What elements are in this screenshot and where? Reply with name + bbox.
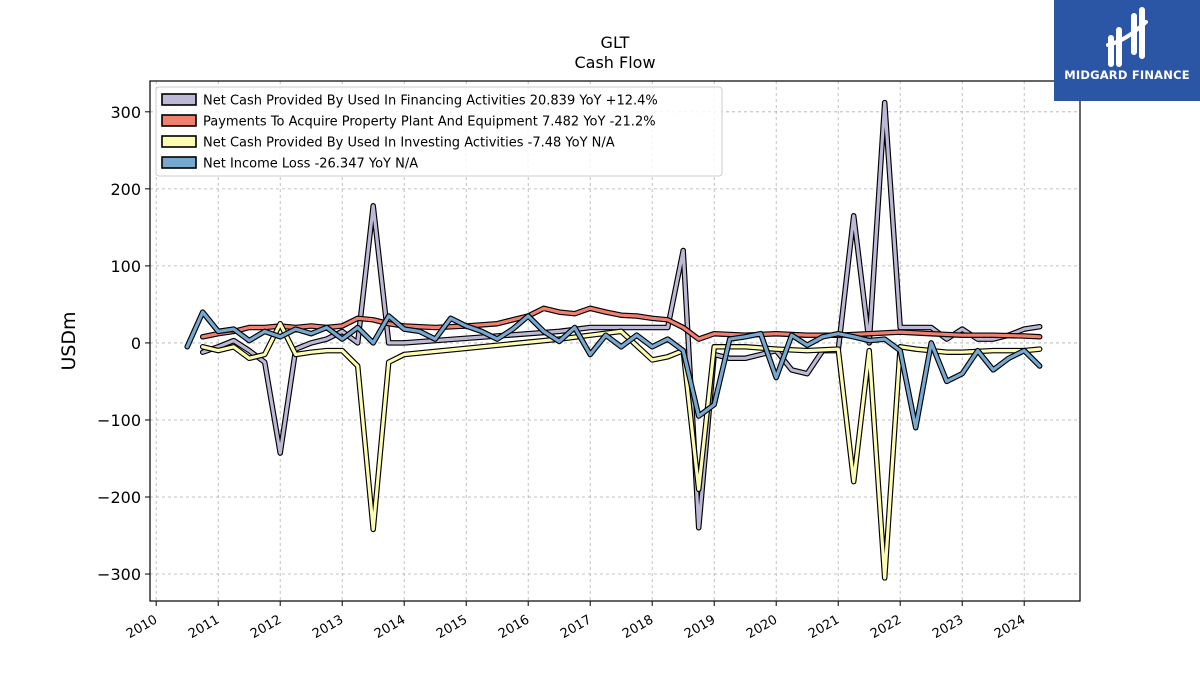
legend-label: Payments To Acquire Property Plant And E… (203, 115, 656, 130)
series-lines (184, 99, 1043, 581)
logo-mark-icon (1106, 7, 1148, 67)
y-axis: −300 −200 −100 0 100 200 300 (97, 103, 150, 584)
y-tick-label: 200 (110, 180, 141, 199)
y-tick-label: 300 (110, 103, 141, 122)
legend-box (155, 86, 723, 177)
chart-subtitle: Cash Flow (574, 53, 655, 72)
chart-title: GLT (601, 33, 630, 52)
series-line (201, 322, 1042, 580)
legend-label: Net Income Loss -26.347 YoY N/A (203, 157, 418, 172)
legend-swatch (161, 114, 197, 127)
legend-swatch (161, 93, 197, 106)
y-tick-label: 0 (131, 334, 141, 353)
legend-swatch (161, 135, 197, 148)
legend-label: Net Cash Provided By Used In Investing A… (203, 136, 615, 151)
y-axis-label: USDm (58, 311, 80, 370)
plot-frame (149, 80, 1081, 602)
legend-entries: Net Cash Provided By Used In Financing A… (161, 93, 658, 172)
y-tick-label: −200 (97, 488, 141, 507)
series-4 (184, 309, 1043, 431)
legend: Net Cash Provided By Used In Financing A… (155, 86, 723, 177)
legend-label: Net Cash Provided By Used In Financing A… (203, 94, 658, 109)
y-tick-label: −100 (97, 411, 141, 430)
series-3 (199, 320, 1043, 581)
y-tick-label: 100 (110, 257, 141, 276)
logo-text: MIDGARD FINANCE (1064, 68, 1190, 82)
y-tick-label: −300 (97, 565, 141, 584)
midgard-finance-logo: MIDGARD FINANCE (1054, 0, 1200, 101)
series-line (185, 310, 1042, 430)
legend-swatch (161, 156, 197, 169)
